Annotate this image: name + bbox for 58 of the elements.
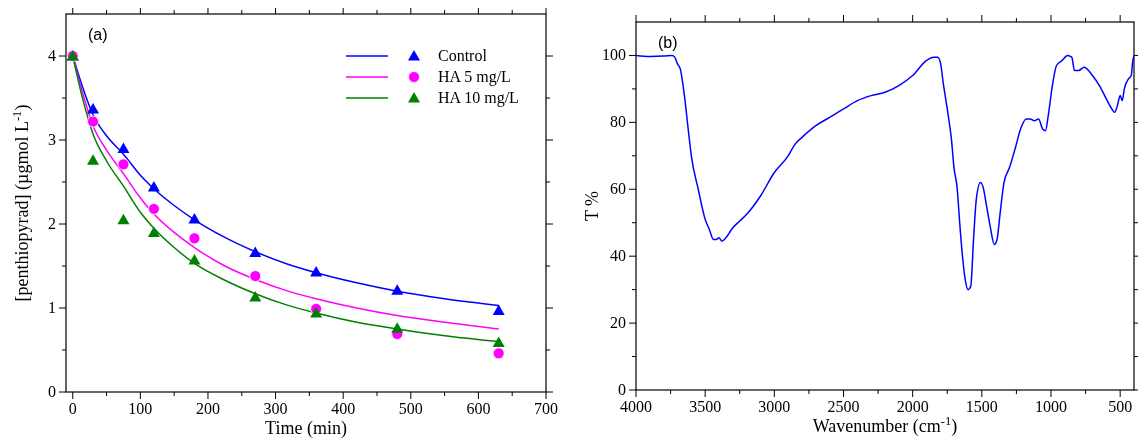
point [147,202,160,215]
x-tick-label: 700 [534,400,558,417]
y-tick-label: 4 [48,47,56,64]
y-tick-label: 20 [610,314,626,332]
x-tick-label: 400 [331,400,356,417]
x-tick-label: 600 [466,400,491,417]
point [249,291,262,302]
x-tick-label: 3500 [689,398,722,415]
point [391,284,404,295]
y-axis-title: T % [582,190,602,222]
point [117,213,130,225]
x-tick-label: 1000 [1035,398,1067,415]
y-tick-label: 1 [48,299,56,316]
point [117,158,130,171]
x-tick-label: 500 [1108,398,1133,415]
y-tick-label: 60 [610,180,626,198]
point [147,181,160,192]
point [87,154,100,165]
point [249,270,262,282]
x-tick-label: 500 [398,400,423,417]
point [188,232,201,245]
point [188,254,201,265]
x-tick-label: 0 [68,400,77,417]
x-axis-title: Time (min) [265,418,347,439]
x-tick-label: 3000 [758,398,791,415]
point [87,115,99,128]
line-series [636,54,1134,291]
x-tick-label: 2000 [896,398,929,415]
point [492,347,505,360]
point [147,226,160,237]
y-tick-label: 0 [48,383,56,400]
x-tick-label: 2500 [827,398,860,415]
point [492,304,505,316]
y-tick-label: 40 [610,247,626,265]
y-tick-label: 80 [610,113,626,131]
y-tick-label: 3 [48,131,56,148]
y-tick-label: 100 [602,46,626,64]
point [188,212,201,224]
x-tick-label: 4000 [620,398,652,415]
annotation: (a) [88,26,108,43]
x-axis-title: Wavenumber (cm$^{-1}$) [812,414,958,437]
x-tick-label: 100 [128,400,153,417]
point [391,322,404,333]
legend-label: HA 5 mg/L [438,68,511,86]
point [310,307,323,318]
x-tick-label: 300 [263,400,288,417]
point [492,336,505,347]
legend-label: HA 10 mg/L [438,89,519,107]
legend-label: Control [438,47,488,64]
y-tick-label: 0 [618,381,626,398]
x-tick-label: 200 [195,400,220,417]
point [249,246,262,258]
point [310,265,323,277]
point [117,142,130,153]
x-tick-label: 1500 [965,398,998,415]
point [87,102,100,114]
y-tick-label: 2 [48,215,56,232]
annotation: (b) [658,34,678,51]
